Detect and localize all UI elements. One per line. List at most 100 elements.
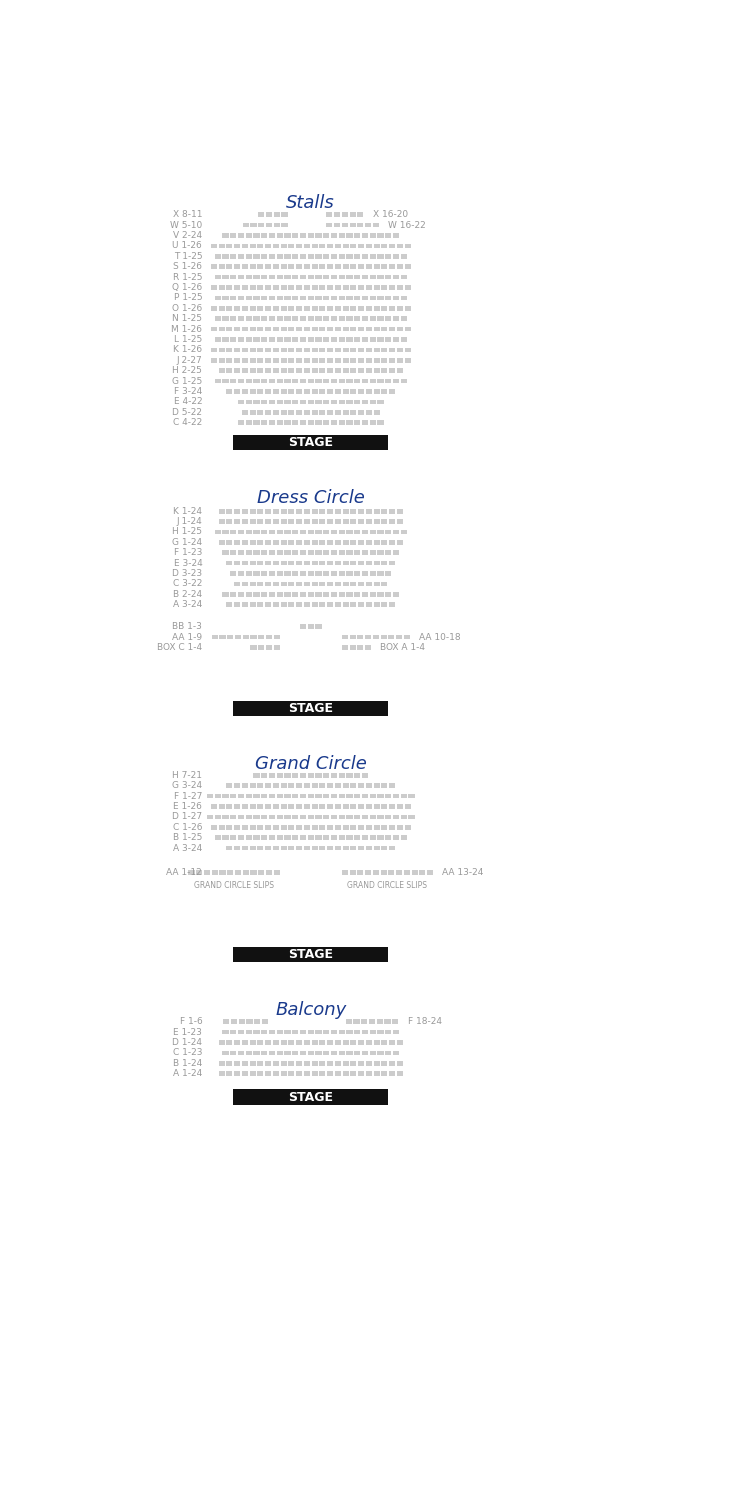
Bar (358, 509, 364, 513)
Bar (343, 327, 349, 332)
Bar (261, 1030, 267, 1034)
Bar (234, 561, 240, 565)
Bar (273, 411, 279, 415)
Bar (280, 411, 286, 415)
Bar (320, 390, 326, 394)
Bar (296, 509, 302, 513)
Bar (304, 359, 310, 363)
Bar (362, 400, 368, 405)
Bar (366, 244, 372, 248)
Bar (366, 561, 372, 565)
Bar (204, 870, 210, 875)
Bar (358, 327, 364, 332)
Bar (370, 1051, 376, 1055)
Bar (238, 420, 244, 426)
Bar (331, 379, 337, 384)
Bar (250, 783, 256, 789)
Bar (280, 359, 286, 363)
Bar (331, 1030, 337, 1034)
Bar (230, 814, 236, 820)
Bar (218, 824, 225, 830)
Bar (339, 420, 345, 426)
Bar (261, 254, 267, 259)
Bar (251, 223, 257, 228)
Bar (316, 400, 322, 405)
Bar (342, 870, 348, 875)
Text: GRAND CIRCLE SLIPS: GRAND CIRCLE SLIPS (194, 881, 274, 890)
Bar (316, 338, 322, 342)
Bar (376, 1019, 382, 1024)
Bar (246, 592, 252, 597)
Bar (227, 635, 233, 640)
Bar (277, 530, 283, 534)
Bar (234, 265, 240, 269)
Bar (343, 244, 349, 248)
Bar (343, 804, 349, 809)
Bar (374, 783, 380, 789)
Bar (254, 551, 260, 555)
Bar (218, 509, 225, 513)
Text: D 5-22: D 5-22 (172, 408, 202, 417)
Bar (386, 530, 392, 534)
Bar (393, 793, 399, 799)
Bar (211, 804, 217, 809)
Bar (386, 379, 392, 384)
Bar (381, 603, 388, 607)
Bar (234, 783, 240, 789)
Bar (381, 359, 388, 363)
Bar (334, 286, 341, 290)
Text: Q 1-26: Q 1-26 (172, 283, 202, 292)
Text: E 1-26: E 1-26 (173, 802, 202, 811)
Bar (273, 561, 279, 565)
Bar (238, 317, 244, 321)
Bar (280, 540, 286, 545)
Bar (233, 1089, 388, 1106)
Bar (218, 1071, 225, 1076)
Bar (358, 540, 364, 545)
Bar (242, 603, 248, 607)
Bar (265, 327, 272, 332)
Bar (354, 1051, 360, 1055)
Bar (389, 561, 395, 565)
Bar (366, 1061, 372, 1065)
Bar (223, 234, 229, 238)
Bar (350, 348, 356, 353)
Bar (277, 254, 283, 259)
Bar (304, 286, 310, 290)
Bar (362, 254, 368, 259)
Bar (404, 359, 411, 363)
Bar (362, 275, 368, 280)
Bar (242, 804, 248, 809)
Bar (374, 603, 380, 607)
Bar (362, 530, 368, 534)
Bar (374, 411, 380, 415)
Bar (323, 814, 329, 820)
Bar (265, 244, 272, 248)
Bar (273, 390, 279, 394)
Bar (230, 1051, 236, 1055)
Bar (242, 390, 248, 394)
Bar (214, 296, 220, 301)
Bar (400, 379, 406, 384)
Bar (316, 234, 322, 238)
Bar (369, 1019, 375, 1024)
Bar (261, 772, 267, 778)
Bar (265, 824, 272, 830)
Bar (234, 369, 240, 373)
Bar (257, 783, 263, 789)
Text: AA 13-24: AA 13-24 (442, 868, 484, 876)
Bar (323, 530, 329, 534)
Bar (334, 845, 341, 850)
Bar (377, 296, 383, 301)
Bar (223, 814, 229, 820)
Bar (327, 265, 333, 269)
Bar (254, 1019, 260, 1024)
Bar (386, 275, 392, 280)
Bar (327, 509, 333, 513)
Bar (238, 1030, 244, 1034)
Bar (354, 379, 360, 384)
Bar (308, 592, 314, 597)
Bar (327, 783, 333, 789)
Bar (404, 307, 411, 311)
Bar (288, 540, 295, 545)
